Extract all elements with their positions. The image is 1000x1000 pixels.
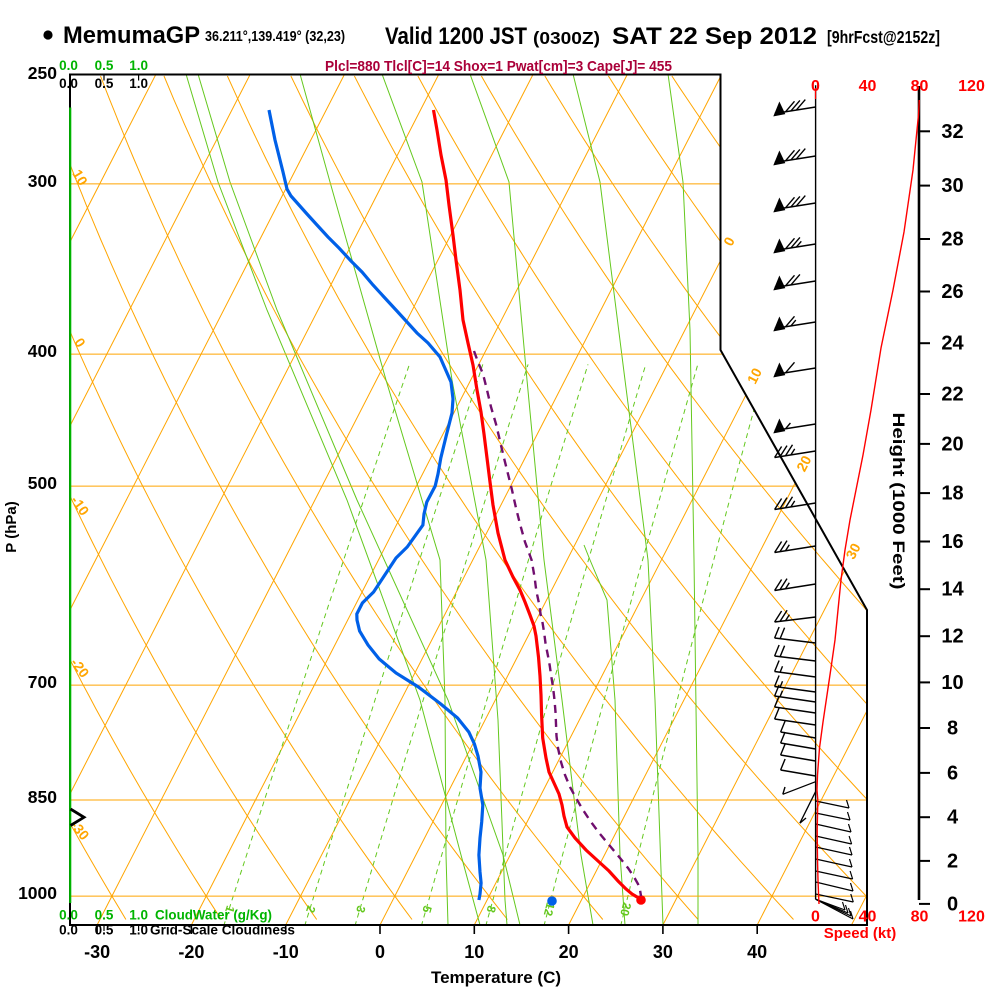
svg-text:18: 18 <box>941 483 963 505</box>
svg-text:0.0: 0.0 <box>59 908 78 923</box>
svg-text:1.0: 1.0 <box>129 908 148 923</box>
svg-text:3: 3 <box>353 904 368 915</box>
svg-text:24: 24 <box>941 333 964 355</box>
svg-text:10: 10 <box>69 167 91 189</box>
svg-text:40: 40 <box>859 78 877 95</box>
svg-text:0: 0 <box>947 893 958 915</box>
svg-text:22: 22 <box>941 384 963 406</box>
svg-text:20: 20 <box>617 901 634 918</box>
svg-text:8: 8 <box>483 904 498 914</box>
svg-text:120: 120 <box>958 909 985 926</box>
svg-text:6: 6 <box>947 762 958 784</box>
svg-text:0.0: 0.0 <box>59 58 78 73</box>
svg-text:20: 20 <box>793 453 814 474</box>
svg-text:0.5: 0.5 <box>95 58 114 73</box>
svg-text:32: 32 <box>941 121 963 143</box>
svg-text:0.0: 0.0 <box>59 76 78 91</box>
svg-text:0: 0 <box>375 942 385 962</box>
svg-text:Grid-Scale Cloudiness: Grid-Scale Cloudiness <box>150 923 295 938</box>
svg-text:2: 2 <box>303 904 318 915</box>
svg-text:36.211°,139.419° (32,23): 36.211°,139.419° (32,23) <box>205 29 345 45</box>
svg-text:Plcl=880 Tlcl[C]=14 Shox=1 Pwa: Plcl=880 Tlcl[C]=14 Shox=1 Pwat[cm]=3 Ca… <box>325 58 672 75</box>
svg-text:5: 5 <box>419 904 434 915</box>
svg-text:120: 120 <box>958 78 985 95</box>
svg-text:[9hrFcst@2152z]: [9hrFcst@2152z] <box>827 27 940 47</box>
svg-text:250: 250 <box>28 63 57 83</box>
svg-text:1.0: 1.0 <box>129 923 148 938</box>
svg-text:10: 10 <box>744 365 765 386</box>
svg-text:26: 26 <box>941 281 963 303</box>
svg-text:-30: -30 <box>84 942 110 962</box>
svg-text:16: 16 <box>941 531 963 553</box>
svg-text:28: 28 <box>941 229 963 251</box>
svg-text:30: 30 <box>941 175 963 197</box>
svg-text:Height (1000 Feet): Height (1000 Feet) <box>889 413 908 590</box>
svg-text:500: 500 <box>28 473 57 493</box>
svg-text:300: 300 <box>28 171 57 191</box>
svg-text:-20: -20 <box>178 942 204 962</box>
svg-text:0.0: 0.0 <box>59 923 78 938</box>
svg-text:14: 14 <box>941 579 964 601</box>
svg-text:20: 20 <box>559 942 579 962</box>
svg-text:20: 20 <box>941 433 963 455</box>
svg-text:0.5: 0.5 <box>95 923 114 938</box>
svg-text:80: 80 <box>911 78 929 95</box>
svg-text:4: 4 <box>947 807 959 829</box>
svg-text:40: 40 <box>859 909 877 926</box>
svg-text:8: 8 <box>947 718 958 740</box>
svg-text:Temperature (C): Temperature (C) <box>431 968 561 987</box>
svg-text:2: 2 <box>947 850 958 872</box>
svg-text:10: 10 <box>464 942 484 962</box>
svg-text:0.5: 0.5 <box>95 76 114 91</box>
svg-text:1.0: 1.0 <box>129 58 148 73</box>
svg-text:1: 1 <box>222 904 237 915</box>
svg-text:850: 850 <box>28 787 57 807</box>
svg-text:(0300Z): (0300Z) <box>533 28 600 48</box>
svg-text:0: 0 <box>811 78 820 95</box>
svg-text:0: 0 <box>811 909 820 926</box>
svg-text:Speed (kt): Speed (kt) <box>824 925 897 942</box>
svg-text:700: 700 <box>28 672 57 692</box>
svg-text:1.0: 1.0 <box>129 76 148 91</box>
svg-text:80: 80 <box>911 909 929 926</box>
svg-text:10: 10 <box>941 672 963 694</box>
svg-text:SAT 22 Sep 2012: SAT 22 Sep 2012 <box>612 23 817 50</box>
svg-text:-10: -10 <box>273 942 299 962</box>
svg-text:1000: 1000 <box>18 883 57 903</box>
svg-text:P (hPa): P (hPa) <box>3 501 20 552</box>
svg-text:40: 40 <box>747 942 767 962</box>
svg-text:30: 30 <box>653 942 673 962</box>
svg-text:12: 12 <box>941 626 963 648</box>
svg-text:0.5: 0.5 <box>95 908 114 923</box>
svg-text:CloudWater (g/Kg): CloudWater (g/Kg) <box>155 908 272 923</box>
svg-text:400: 400 <box>28 341 57 361</box>
svg-text:MemumaGP: MemumaGP <box>63 22 200 49</box>
svg-text:Valid 1200 JST: Valid 1200 JST <box>385 23 527 50</box>
svg-text:30: 30 <box>842 540 863 561</box>
